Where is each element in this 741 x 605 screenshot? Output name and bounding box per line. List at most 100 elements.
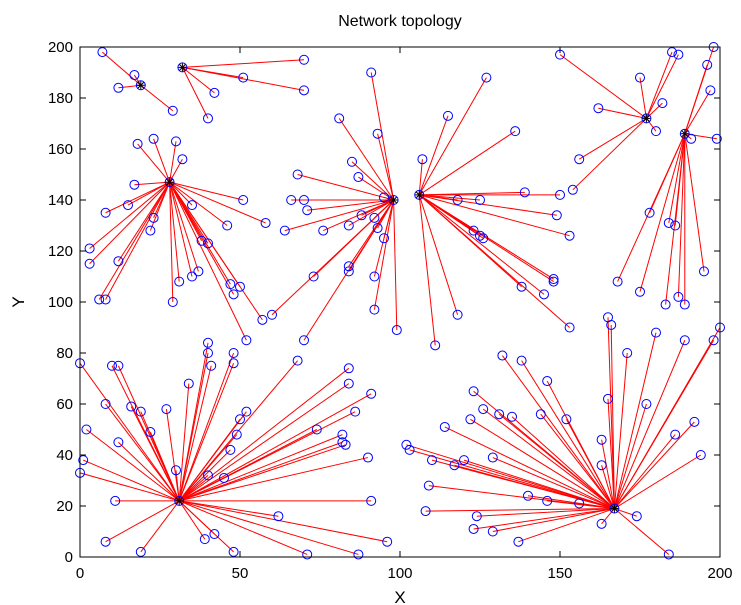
sensor-node [167,297,178,307]
link-line [361,199,394,216]
link-line [181,67,209,119]
sensor-node [542,495,553,506]
link-line [492,508,615,532]
sensor-node [100,207,111,218]
y-tick-label: 180 [48,90,73,107]
link-line [178,352,235,502]
link-line [613,327,721,509]
sensor-node [427,455,437,466]
link-line [684,64,708,134]
link-line [169,181,266,224]
link-line [598,107,647,119]
sensor-node [292,169,303,180]
link-line [418,194,545,295]
link-line [182,59,305,68]
sensor-node [343,261,354,272]
link-line [677,133,686,297]
sensor-node [366,495,377,506]
link-line [418,194,570,328]
cluster-head-circle [177,62,188,73]
link-line [348,199,394,226]
cluster-head-circle [388,195,399,205]
link-line [178,500,206,540]
cluster-head-circle [164,177,175,188]
link-line [169,181,263,321]
sensor-node [337,429,348,440]
sensor-node [478,404,489,415]
sensor-node [353,549,364,560]
sensor-node [260,217,271,228]
sensor-node [113,360,124,371]
link-line [614,454,702,509]
link-line [418,194,459,315]
sensor-node [382,536,393,547]
link-line [482,408,615,509]
sensor-node [487,526,498,537]
sensor-node [148,212,159,223]
link-line [454,464,615,510]
link-line [86,429,180,502]
sensor-node [113,82,124,93]
link-line [418,130,516,196]
sensor-node [651,126,661,137]
link-line [182,67,215,94]
link-line [169,141,177,183]
chart-title: Network topology [338,13,462,30]
link-line [179,457,369,502]
link-line [578,117,647,160]
sensor-node [551,210,562,221]
sensor-node [670,429,681,440]
link-line [470,418,615,509]
sensor-node [273,511,284,522]
sensor-node [107,360,117,371]
sensor-node [475,230,485,241]
link-line [169,182,174,303]
sensor-node [705,85,716,96]
link-line [98,181,171,300]
sensor-node [391,325,402,336]
link-line [169,181,228,226]
link-line [178,449,231,502]
sensor-node [228,358,239,369]
link-line [175,470,180,501]
sensor-node [123,200,133,211]
link-line [179,434,343,502]
sensor-node [299,195,309,205]
sensor-node [113,256,124,267]
link-line [498,413,615,509]
sensor-node [126,401,137,412]
sensor-node [343,378,354,389]
sensor-node [203,470,213,481]
cluster-head-circle [174,495,185,506]
link-line [610,324,615,509]
link-line [79,472,180,502]
sensor-node [161,404,172,415]
y-axis-label: Y [9,296,28,307]
cluster-head-star [390,196,397,204]
sensor-node [299,335,309,346]
sensor-node [689,416,700,427]
sensor-node [302,205,313,216]
sensor-node [379,192,389,203]
y-tick-label: 100 [48,294,73,311]
link-line [425,508,615,512]
link-line [179,500,388,543]
link-line [178,363,235,502]
sensor-node [651,327,661,338]
sensor-node [574,154,585,165]
link-line [579,502,615,510]
sensor-node [679,335,690,346]
sensor-node [699,266,709,277]
cluster-head-node [135,80,146,91]
link-line [518,508,615,543]
link-line [297,174,394,201]
cluster-head-node [174,495,185,506]
cluster-head-node [388,195,399,205]
link-line [684,133,705,272]
link-line [473,508,615,530]
sensor-node [516,355,527,366]
sensor-node [494,409,505,420]
sensor-node [404,444,415,455]
link-line [373,199,395,277]
y-tick-label: 120 [48,243,73,260]
